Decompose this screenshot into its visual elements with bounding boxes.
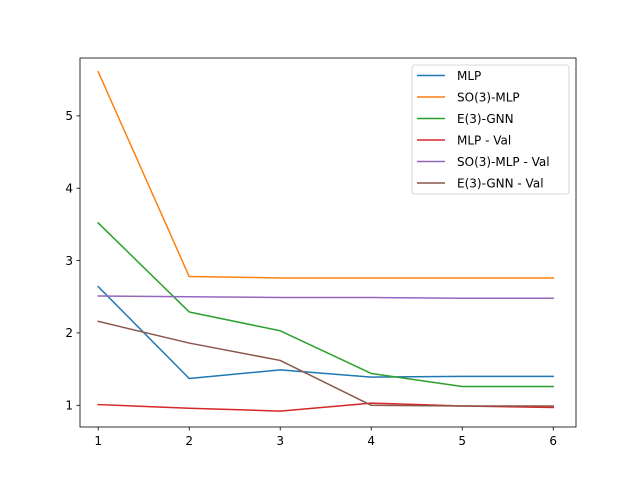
x-tick-label: 1 (94, 434, 102, 448)
x-axis: 1 2 3 4 5 6 (94, 427, 557, 448)
legend-label-5: E(3)-GNN - Val (457, 176, 544, 190)
y-tick-label: 2 (65, 326, 73, 340)
series-line-4 (97, 295, 554, 299)
y-tick-label: 3 (65, 254, 73, 268)
series-line-3 (97, 402, 555, 412)
legend-label-4: SO(3)-MLP - Val (457, 155, 550, 169)
y-axis: 1 2 3 4 5 (65, 109, 80, 413)
x-tick-label: 5 (458, 434, 466, 448)
y-tick-label: 5 (65, 109, 73, 123)
legend-box (411, 64, 570, 195)
series-line-2 (97, 221, 554, 388)
series-line-0 (97, 285, 554, 380)
y-tick-label: 1 (65, 399, 73, 413)
x-tick-label: 6 (549, 434, 557, 448)
series-layer (97, 70, 555, 412)
series-line-5 (97, 320, 554, 407)
x-tick-label: 3 (276, 434, 284, 448)
legend-label-2: E(3)-GNN (457, 112, 514, 126)
plot-area-frame (79, 57, 577, 428)
legend-label-1: SO(3)-MLP (457, 90, 520, 104)
y-tick-label: 4 (65, 182, 73, 196)
x-tick-label: 2 (185, 434, 193, 448)
legend-label-3: MLP - Val (457, 133, 511, 147)
legend: MLP SO(3)-MLP E(3)-GNN MLP - Val SO(3)-MLP -… (411, 64, 570, 195)
series-line-1 (97, 70, 554, 279)
x-tick-label: 4 (367, 434, 375, 448)
legend-label-0: MLP (457, 69, 481, 83)
